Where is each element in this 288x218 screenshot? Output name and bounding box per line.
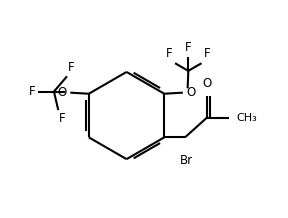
Text: O: O	[58, 86, 67, 99]
Text: F: F	[59, 112, 66, 125]
Text: F: F	[29, 85, 36, 98]
Text: F: F	[166, 47, 173, 60]
Text: F: F	[185, 41, 192, 54]
Text: F: F	[68, 61, 75, 74]
Text: O: O	[202, 77, 211, 90]
Text: CH₃: CH₃	[236, 113, 257, 123]
Text: Br: Br	[179, 154, 193, 167]
Text: F: F	[204, 47, 210, 60]
Text: O: O	[186, 86, 195, 99]
